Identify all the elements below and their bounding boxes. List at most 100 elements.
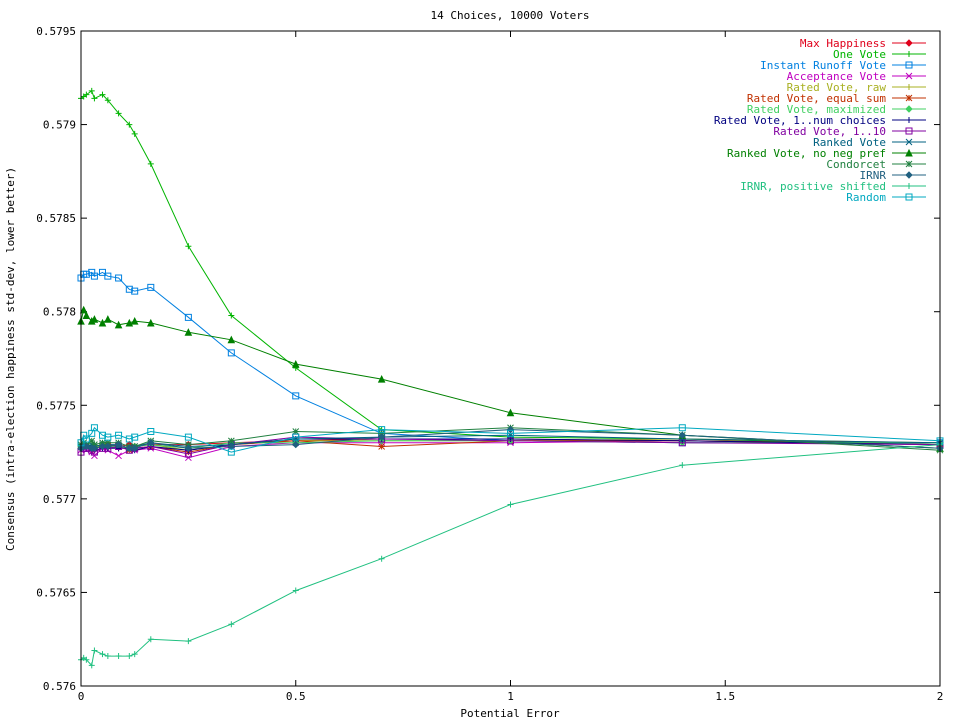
- data-point-rated-vote-1-10: [507, 437, 514, 445]
- data-point-one-vote: [99, 91, 106, 98]
- data-point-instant-runoff-vote: [82, 270, 90, 278]
- data-point-ranked-vote-no-neg-pref: [104, 315, 112, 323]
- data-point-condorcet: [88, 437, 96, 445]
- data-point-irnr: [114, 440, 123, 449]
- data-point-irnr-positive-shifted: [115, 653, 122, 660]
- legend-item-irnr-positive-shifted: IRNR, positive shifted: [740, 180, 926, 193]
- legend-marker: [906, 51, 912, 57]
- data-point-acceptance-vote: [185, 454, 192, 462]
- data-point-random: [115, 431, 123, 439]
- legend-marker: [905, 127, 913, 135]
- legend-item-one-vote: One Vote: [833, 48, 926, 61]
- data-point-irnr-positive-shifted: [88, 662, 95, 669]
- data-point-condorcet: [104, 439, 112, 447]
- legend-label: One Vote: [833, 48, 886, 61]
- data-point-ranked-vote-no-neg-pref: [184, 328, 193, 336]
- data-point-irnr-positive-shifted: [131, 651, 138, 658]
- legend-marker: [905, 39, 913, 47]
- data-point-random: [131, 433, 139, 441]
- legend-marker: [906, 183, 912, 189]
- data-point-random: [378, 426, 386, 434]
- series-irnr: [77, 425, 944, 453]
- legend-item-max-happiness: Max Happiness: [800, 37, 926, 50]
- data-point-irnr: [184, 444, 193, 453]
- data-point-instant-runoff-vote: [90, 272, 98, 280]
- data-point-one-vote: [228, 312, 235, 319]
- data-point-irnr: [130, 444, 139, 453]
- data-point-acceptance-vote: [91, 452, 98, 460]
- data-point-irnr-positive-shifted: [185, 638, 192, 645]
- legend-marker: [905, 105, 913, 113]
- x-tick-label: 0: [78, 690, 85, 703]
- legend-item-rated-vote-maximized: Rated Vote, maximized: [747, 103, 926, 116]
- legend-marker: [905, 193, 913, 201]
- data-point-irnr-positive-shifted: [292, 587, 299, 594]
- data-point-random: [292, 433, 300, 441]
- data-point-condorcet: [99, 439, 106, 447]
- data-point-random: [936, 437, 944, 445]
- data-point-irnr-positive-shifted: [83, 656, 90, 663]
- data-point-ranked-vote-no-neg-pref: [146, 318, 155, 327]
- data-point-one-vote: [104, 97, 111, 104]
- data-point-irnr-positive-shifted: [679, 462, 686, 469]
- legend-item-rated-vote-equal-sum: Rated Vote, equal sum: [747, 92, 926, 105]
- legend-marker: [905, 160, 913, 168]
- legend-label: IRNR, positive shifted: [740, 180, 886, 193]
- data-point-one-vote: [91, 95, 98, 102]
- data-point-irnr: [98, 442, 107, 451]
- data-point-ranked-vote-no-neg-pref: [291, 359, 300, 368]
- data-point-instant-runoff-vote: [147, 283, 155, 291]
- data-point-one-vote: [115, 110, 122, 117]
- legend-label: Random: [846, 191, 886, 204]
- data-point-random: [77, 439, 85, 447]
- legend-label: Rated Vote, equal sum: [747, 92, 886, 105]
- data-point-instant-runoff-vote: [104, 272, 112, 280]
- legend-label: Max Happiness: [800, 37, 886, 50]
- data-point-irnr-positive-shifted: [99, 651, 106, 658]
- legend-item-acceptance-vote: Acceptance Vote: [787, 70, 926, 83]
- data-point-irnr-positive-shifted: [507, 501, 514, 508]
- legend-item-ranked-vote-no-neg-pref: Ranked Vote, no neg pref: [727, 147, 926, 160]
- data-point-instant-runoff-vote: [77, 274, 85, 282]
- data-point-instant-runoff-vote: [184, 313, 192, 321]
- legend-label: Ranked Vote, no neg pref: [727, 147, 886, 160]
- y-tick-label: 0.576: [43, 680, 76, 693]
- legend-marker: [905, 138, 913, 146]
- y-tick-label: 0.5795: [36, 25, 76, 38]
- legend-label: Instant Runoff Vote: [760, 59, 886, 72]
- data-point-irnr: [104, 442, 112, 451]
- plot-area-frame: [80, 30, 941, 687]
- data-point-condorcet: [378, 430, 386, 437]
- data-point-random: [507, 429, 514, 437]
- data-point-ranked-vote-no-neg-pref: [377, 374, 386, 383]
- data-point-irnr: [506, 425, 515, 434]
- series-random: [77, 424, 944, 456]
- legend-marker: [905, 171, 913, 179]
- data-point-ranked-vote-no-neg-pref: [130, 316, 139, 325]
- data-point-random: [125, 435, 133, 443]
- data-point-rated-vote-equal-sum: [378, 443, 386, 450]
- data-point-instant-runoff-vote: [227, 349, 235, 357]
- legend-marker: [905, 72, 913, 80]
- data-point-irnr-positive-shifted: [147, 636, 154, 643]
- data-point-random: [184, 433, 192, 441]
- data-point-random: [678, 424, 686, 432]
- data-point-instant-runoff-vote: [131, 287, 139, 295]
- data-point-one-vote: [83, 91, 90, 98]
- data-point-irnr-positive-shifted: [378, 555, 385, 562]
- y-axis-label: Consensus (intra-election happiness std-…: [4, 167, 17, 551]
- x-tick-label: 1: [507, 690, 514, 703]
- data-point-irnr-positive-shifted: [228, 621, 235, 628]
- legend-marker: [905, 94, 913, 102]
- data-point-random: [104, 433, 112, 441]
- x-axis-label: Potential Error: [460, 707, 560, 720]
- data-point-ranked-vote-no-neg-pref: [114, 320, 123, 329]
- series-irnr-positive-shifted: [78, 441, 943, 669]
- data-point-ranked-vote-no-neg-pref: [90, 315, 99, 323]
- data-point-irnr: [125, 444, 134, 453]
- data-point-irnr-positive-shifted: [104, 653, 111, 660]
- data-point-condorcet: [227, 437, 235, 445]
- data-point-instant-runoff-vote: [125, 285, 133, 293]
